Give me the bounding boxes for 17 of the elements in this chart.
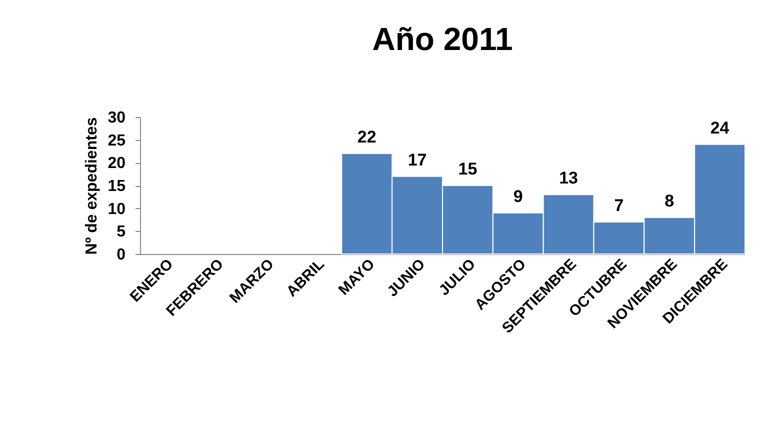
data-label: 24 xyxy=(710,118,730,138)
y-tick-label: 0 xyxy=(116,246,126,264)
data-label: 8 xyxy=(664,191,674,210)
y-tick-label: 5 xyxy=(116,224,126,241)
data-label: 9 xyxy=(513,186,523,206)
y-tick-label: 25 xyxy=(108,132,126,150)
data-label: 15 xyxy=(458,160,478,178)
y-tick-label: 30 xyxy=(108,110,126,126)
y-tick-label: 15 xyxy=(108,178,126,195)
chart-title: Año 2011 xyxy=(372,21,513,57)
y-tick-label: 20 xyxy=(108,155,126,172)
data-label: 17 xyxy=(408,150,427,170)
data-label: 7 xyxy=(614,196,624,216)
y-tick-label: 10 xyxy=(108,200,126,218)
y-axis-title: Nº de expedientes xyxy=(84,117,101,255)
data-label: 22 xyxy=(357,128,376,147)
data-label: 13 xyxy=(559,168,578,188)
